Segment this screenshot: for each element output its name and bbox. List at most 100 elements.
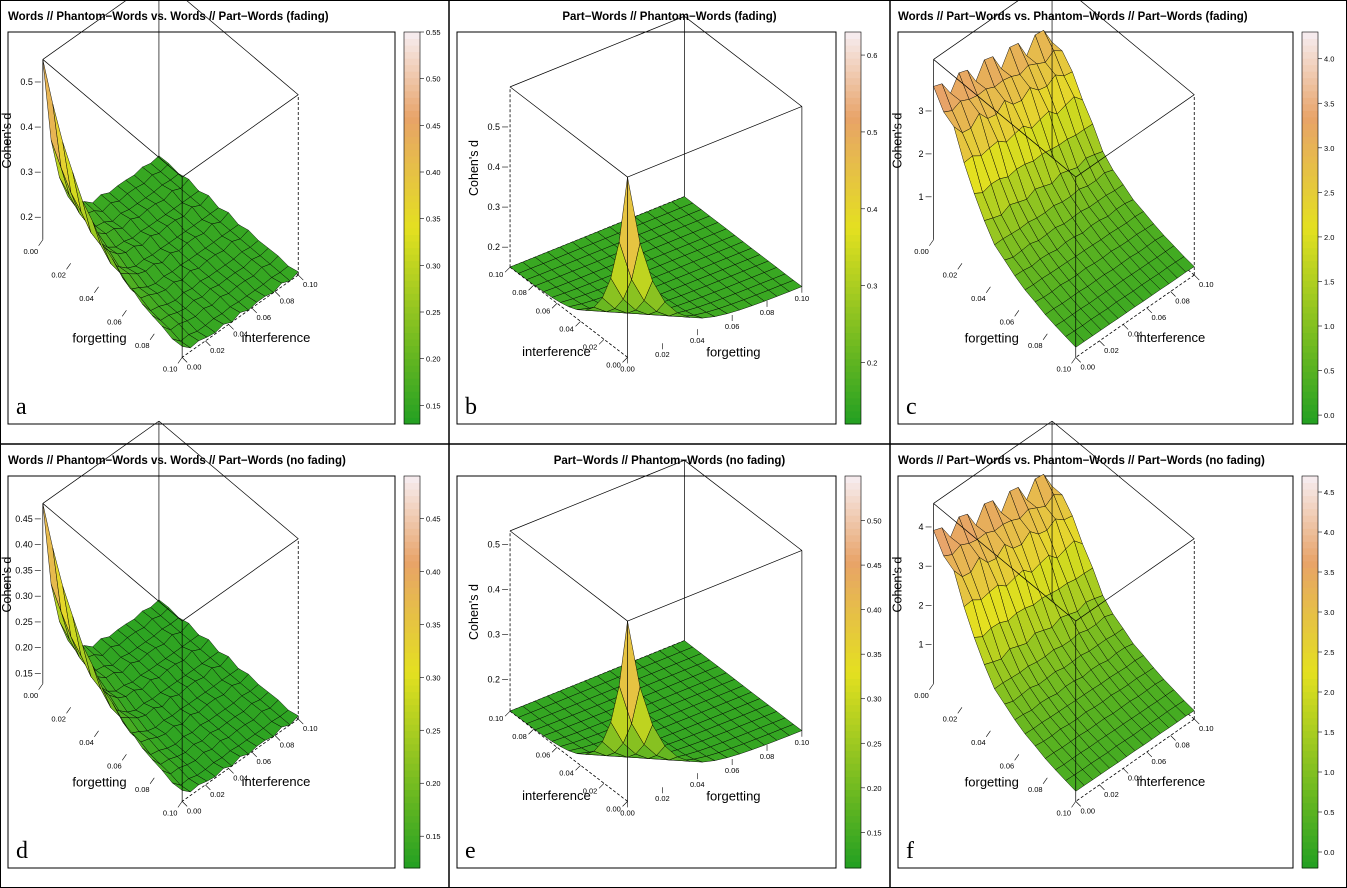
x-tick bbox=[149, 777, 155, 785]
colorbar-segment bbox=[845, 90, 861, 98]
colorbar-segment bbox=[1302, 188, 1318, 196]
panel-letter: d bbox=[16, 838, 28, 864]
colorbar-segment bbox=[404, 678, 420, 686]
y-tick bbox=[598, 783, 605, 789]
colorbar-tick-label: 0.5 bbox=[867, 128, 877, 137]
y-tick-label: 0.00 bbox=[187, 362, 202, 371]
x-tick-label: 0.10 bbox=[1056, 808, 1071, 817]
colorbar-segment bbox=[1302, 51, 1318, 59]
colorbar-segment bbox=[1302, 241, 1318, 249]
colorbar-segment bbox=[1302, 783, 1318, 791]
colorbar-segment bbox=[845, 593, 861, 601]
y-tick bbox=[551, 747, 558, 753]
y-tick bbox=[1122, 324, 1129, 330]
colorbar-segment bbox=[845, 332, 861, 340]
colorbar-segment bbox=[404, 286, 420, 294]
z-tick-label: 0.30 bbox=[15, 591, 33, 601]
colorbar-segment bbox=[404, 378, 420, 386]
colorbar-segment bbox=[845, 658, 861, 666]
x-tick-label: 0.04 bbox=[971, 738, 986, 747]
x-tick-label: 0.06 bbox=[1000, 317, 1015, 326]
colorbar-tick-label: 0.25 bbox=[867, 739, 882, 748]
colorbar-segment bbox=[845, 848, 861, 856]
colorbar-segment bbox=[1302, 580, 1318, 588]
colorbar-segment bbox=[845, 704, 861, 712]
colorbar-segment bbox=[1302, 796, 1318, 804]
colorbar-segment bbox=[404, 397, 420, 405]
colorbar-tick-label: 0.40 bbox=[867, 606, 882, 615]
x-tick-label: 0.00 bbox=[24, 691, 39, 700]
colorbar-segment bbox=[845, 312, 861, 320]
chart-panel-f: Words // Part−Words vs. Phantom−Words //… bbox=[891, 420, 1334, 869]
colorbar-segment bbox=[1302, 828, 1318, 836]
colorbar-segment bbox=[404, 306, 420, 314]
colorbar-segment bbox=[404, 299, 420, 307]
panel-title: Words // Part−Words vs. Phantom−Words //… bbox=[898, 455, 1265, 467]
colorbar-segment bbox=[1302, 521, 1318, 529]
colorbar-segment bbox=[404, 417, 420, 425]
colorbar-segment bbox=[1302, 38, 1318, 46]
colorbar-segment bbox=[845, 587, 861, 595]
y-tick-label: 0.00 bbox=[606, 360, 621, 369]
colorbar-segment bbox=[404, 410, 420, 418]
colorbar-segment bbox=[404, 188, 420, 196]
colorbar-segment bbox=[1302, 665, 1318, 673]
colorbar-segment bbox=[404, 593, 420, 601]
colorbar-segment bbox=[1302, 201, 1318, 209]
colorbar-segment bbox=[845, 404, 861, 412]
colorbar-segment bbox=[404, 110, 420, 118]
y-tick bbox=[1146, 751, 1153, 758]
colorbar-segment bbox=[404, 312, 420, 320]
colorbar-segment bbox=[1302, 384, 1318, 392]
colorbar-segment bbox=[404, 162, 420, 170]
y-axis-label: interference bbox=[1137, 330, 1206, 345]
colorbar-segment bbox=[845, 489, 861, 497]
z-tick-label: 1 bbox=[919, 192, 924, 202]
colorbar-segment bbox=[845, 626, 861, 634]
colorbar-segment bbox=[845, 38, 861, 46]
colorbar-segment bbox=[404, 241, 420, 249]
z-tick-label: 0.2 bbox=[20, 212, 33, 222]
colorbar-segment bbox=[404, 58, 420, 66]
z-tick-label: 0.4 bbox=[20, 122, 33, 132]
colorbar-segment bbox=[845, 84, 861, 92]
colorbar-tick-label: 1.5 bbox=[1324, 728, 1334, 737]
colorbar-segment bbox=[404, 652, 420, 660]
colorbar-tick-label: 0.35 bbox=[426, 215, 441, 224]
colorbar-segment bbox=[404, 560, 420, 568]
x-tick bbox=[121, 754, 127, 761]
box-hidden-edge bbox=[1075, 718, 1195, 802]
z-tick-label: 0.2 bbox=[488, 242, 501, 252]
colorbar-tick-label: 0.6 bbox=[867, 51, 877, 60]
colorbar-segment bbox=[404, 293, 420, 301]
colorbar-segment bbox=[404, 51, 420, 59]
y-tick bbox=[575, 321, 581, 327]
y-tick-label: 0.02 bbox=[1104, 346, 1119, 355]
colorbar-segment bbox=[845, 397, 861, 405]
colorbar-segment bbox=[404, 201, 420, 209]
colorbar-segment bbox=[404, 352, 420, 360]
colorbar-segment bbox=[1302, 482, 1318, 490]
colorbar-tick-label: 0.4 bbox=[867, 205, 877, 214]
colorbar-segment bbox=[1302, 319, 1318, 327]
colorbar-frame bbox=[844, 31, 862, 425]
colorbar-segment bbox=[1302, 848, 1318, 856]
colorbar-segment bbox=[1302, 293, 1318, 301]
surface-facet bbox=[172, 338, 191, 349]
z-tick-label: 0.5 bbox=[20, 77, 33, 87]
y-tick-label: 0.10 bbox=[489, 270, 504, 279]
panel-letter: f bbox=[906, 838, 914, 864]
colorbar-segment bbox=[1302, 64, 1318, 72]
colorbar-segment bbox=[845, 371, 861, 379]
colorbar-segment bbox=[404, 534, 420, 542]
colorbar-segment bbox=[404, 743, 420, 751]
y-tick bbox=[228, 768, 234, 774]
z-tick-label: 2 bbox=[919, 149, 924, 159]
colorbar-segment bbox=[845, 482, 861, 490]
colorbar-segment bbox=[1302, 822, 1318, 830]
z-tick-label: 0.3 bbox=[488, 630, 501, 640]
colorbar-segment bbox=[845, 241, 861, 249]
box-edge bbox=[42, 59, 183, 178]
surface-facet bbox=[172, 782, 191, 793]
x-tick bbox=[38, 239, 44, 246]
